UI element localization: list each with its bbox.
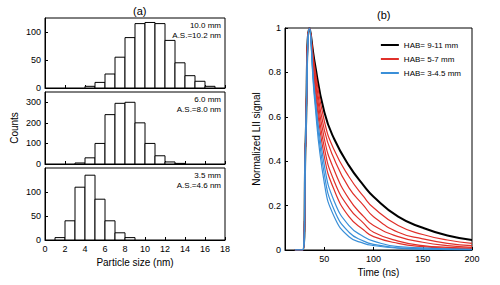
svg-text:2: 2 <box>62 244 67 254</box>
svg-text:100: 100 <box>26 27 41 37</box>
svg-text:HAB= 9-11 mm: HAB= 9-11 mm <box>404 41 459 50</box>
svg-text:12: 12 <box>160 244 170 254</box>
svg-text:50: 50 <box>31 211 41 221</box>
svg-text:Time (ns): Time (ns) <box>358 267 400 278</box>
svg-text:100: 100 <box>26 138 41 148</box>
svg-text:(b): (b) <box>377 9 390 21</box>
svg-text:6.0 mm: 6.0 mm <box>194 95 221 104</box>
svg-text:0.6: 0.6 <box>268 112 281 122</box>
svg-text:18: 18 <box>220 244 230 254</box>
svg-text:HAB= 3-4.5 mm: HAB= 3-4.5 mm <box>404 69 461 78</box>
svg-text:10.0 mm: 10.0 mm <box>190 21 221 30</box>
svg-text:8: 8 <box>122 244 127 254</box>
svg-text:0.2: 0.2 <box>268 201 281 211</box>
svg-text:6: 6 <box>102 244 107 254</box>
svg-text:150: 150 <box>415 254 430 264</box>
svg-text:50: 50 <box>319 254 329 264</box>
svg-text:4: 4 <box>82 244 87 254</box>
svg-text:(a): (a) <box>133 5 146 17</box>
svg-text:3.5 mm: 3.5 mm <box>194 171 221 180</box>
svg-text:Counts: Counts <box>9 112 20 144</box>
svg-text:Normalized LII signal: Normalized LII signal <box>251 92 262 185</box>
svg-text:14: 14 <box>180 244 190 254</box>
svg-text:0: 0 <box>36 235 41 245</box>
svg-text:100: 100 <box>26 187 41 197</box>
svg-text:16: 16 <box>200 244 210 254</box>
svg-text:0.4: 0.4 <box>268 156 281 166</box>
svg-text:200: 200 <box>464 254 479 264</box>
svg-text:A.S.=8.0 nm: A.S.=8.0 nm <box>177 105 222 114</box>
svg-text:300: 300 <box>26 97 41 107</box>
svg-text:0: 0 <box>42 244 47 254</box>
svg-text:0: 0 <box>276 245 281 255</box>
svg-text:1: 1 <box>276 23 281 33</box>
svg-text:0: 0 <box>36 159 41 169</box>
svg-text:200: 200 <box>26 118 41 128</box>
svg-text:A.S.=4.6 nm: A.S.=4.6 nm <box>177 181 222 190</box>
svg-text:HAB= 5-7 mm: HAB= 5-7 mm <box>404 55 455 64</box>
svg-text:50: 50 <box>31 55 41 65</box>
svg-text:100: 100 <box>366 254 381 264</box>
svg-text:Particle size (nm): Particle size (nm) <box>96 257 173 268</box>
svg-text:A.S.=10.2 nm: A.S.=10.2 nm <box>172 31 221 40</box>
svg-text:0: 0 <box>36 83 41 93</box>
svg-text:10: 10 <box>140 244 150 254</box>
svg-text:0.8: 0.8 <box>268 67 281 77</box>
